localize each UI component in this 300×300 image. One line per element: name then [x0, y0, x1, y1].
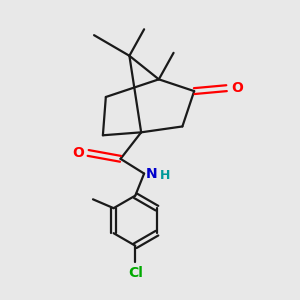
Text: N: N — [146, 167, 157, 181]
Text: Cl: Cl — [128, 266, 143, 280]
Text: H: H — [159, 169, 170, 182]
Text: O: O — [72, 146, 84, 160]
Text: O: O — [231, 81, 243, 95]
